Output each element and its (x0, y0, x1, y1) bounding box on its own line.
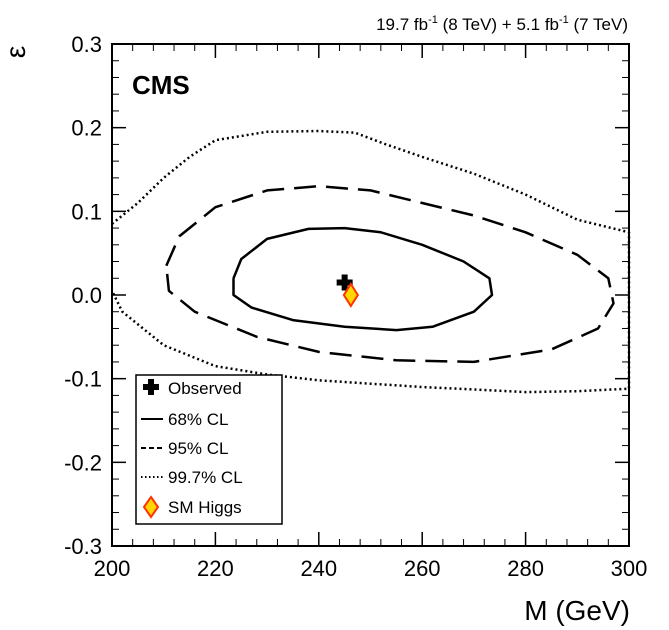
legend-95-label: 95% CL (168, 439, 228, 458)
x-tick-label: 200 (94, 556, 131, 581)
legend: Observed 68% CL 95% CL 99.7% CL SM Higgs (135, 374, 283, 525)
cms-label: CMS (132, 70, 190, 100)
x-tick-label: 300 (611, 556, 648, 581)
y-tick-label: 0.2 (71, 116, 102, 141)
contour-997cl (110, 129, 631, 394)
y-tick-label: -0.2 (64, 450, 102, 475)
y-tick-label: -0.3 (64, 534, 102, 559)
legend-observed-marker (143, 379, 159, 395)
y-tick-label: -0.1 (64, 367, 102, 392)
y-tick-label: 0.0 (71, 283, 102, 308)
x-tick-label: 240 (300, 556, 337, 581)
axes-layer: 200 220 240 260 280 300 -0.3 -0.2 -0.1 0.0 0.1 0.2 0… (64, 32, 647, 581)
legend-68-label: 68% CL (168, 410, 228, 429)
x-axis-title: M (GeV) (524, 595, 630, 626)
legend-sm-higgs-label: SM Higgs (168, 498, 242, 517)
y-axis-title: ε (0, 46, 31, 58)
y-tick-label: 0.3 (71, 32, 102, 57)
x-tick-label: 260 (404, 556, 441, 581)
luminosity-label: 19.7 fb-1 (8 TeV) + 5.1 fb-1 (7 TeV) (376, 14, 628, 34)
x-tick-label: 220 (197, 556, 234, 581)
contour-68cl (232, 226, 494, 332)
legend-box (135, 374, 283, 525)
legend-sm-higgs-marker (142, 495, 160, 519)
contour-layer (110, 129, 631, 394)
sm-higgs-marker (342, 282, 360, 308)
contour-95cl (165, 184, 615, 364)
legend-997-label: 99.7% CL (168, 468, 243, 487)
observed-marker (336, 274, 353, 291)
y-tick-label: 0.1 (71, 199, 102, 224)
legend-observed-label: Observed (168, 379, 242, 398)
x-tick-label: 280 (507, 556, 544, 581)
markers-layer (336, 274, 360, 308)
